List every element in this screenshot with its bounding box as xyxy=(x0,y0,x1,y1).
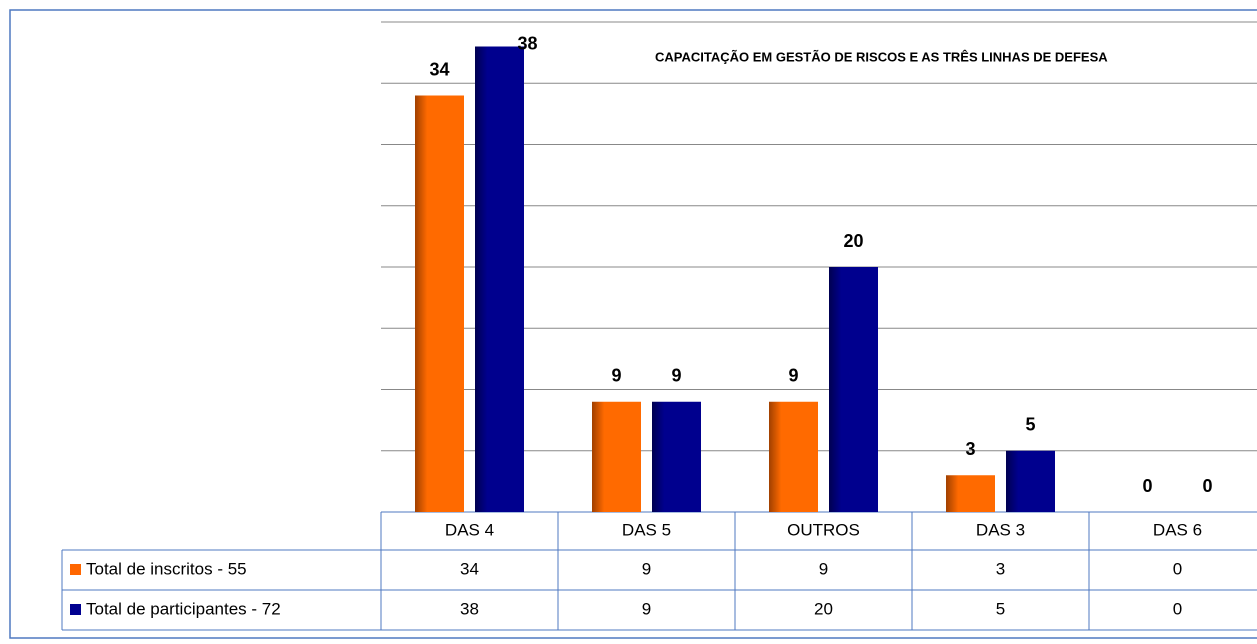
data-label: 9 xyxy=(788,366,798,386)
table-value: 20 xyxy=(814,599,833,618)
table-value: 9 xyxy=(642,559,651,578)
legend-swatch xyxy=(70,604,81,615)
data-label: 9 xyxy=(671,366,681,386)
bar xyxy=(475,46,524,512)
x-tick-label: DAS 5 xyxy=(622,520,671,539)
table-value: 38 xyxy=(460,599,479,618)
table-value: 0 xyxy=(1173,599,1182,618)
table-value: 9 xyxy=(819,559,828,578)
data-label: 38 xyxy=(517,33,537,53)
x-tick-label: DAS 4 xyxy=(445,520,494,539)
table-value: 5 xyxy=(996,599,1005,618)
bar xyxy=(946,475,995,512)
table-value: 9 xyxy=(642,599,651,618)
data-label: 0 xyxy=(1202,476,1212,496)
legend-swatch xyxy=(70,564,81,575)
x-tick-label: OUTROS xyxy=(787,520,860,539)
data-label: 0 xyxy=(1142,476,1152,496)
bar xyxy=(415,95,464,512)
chart-title: CAPACITAÇÃO EM GESTÃO DE RISCOS E AS TRÊ… xyxy=(655,49,1108,64)
data-label: 9 xyxy=(611,366,621,386)
data-label: 34 xyxy=(429,59,449,79)
bar xyxy=(592,401,641,512)
bar xyxy=(829,267,878,512)
frame xyxy=(9,9,1257,639)
data-label: 20 xyxy=(843,231,863,251)
table-value: 34 xyxy=(460,559,479,578)
bar xyxy=(769,401,818,512)
data-label: 3 xyxy=(965,439,975,459)
legend-label: Total de participantes - 72 xyxy=(86,599,281,618)
table-value: 0 xyxy=(1173,559,1182,578)
legend-label: Total de inscritos - 55 xyxy=(86,559,247,578)
table-value: 3 xyxy=(996,559,1005,578)
x-tick-label: DAS 6 xyxy=(1153,520,1202,539)
bar xyxy=(652,401,701,512)
data-label: 5 xyxy=(1025,415,1035,435)
bar xyxy=(1006,450,1055,512)
x-tick-label: DAS 3 xyxy=(976,520,1025,539)
